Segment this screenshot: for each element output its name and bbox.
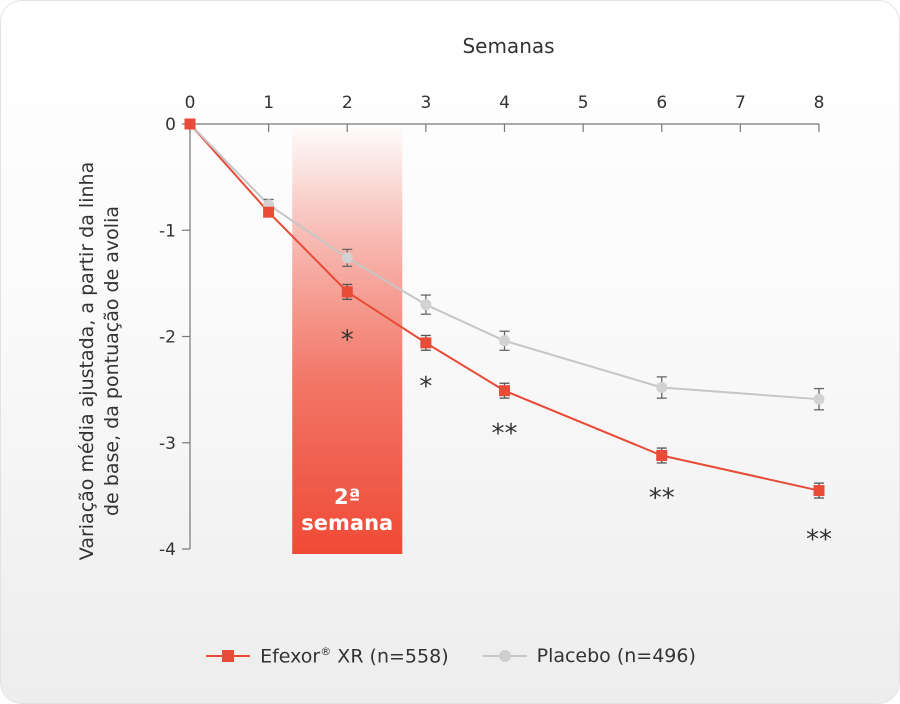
point-s0-p2 [341,286,353,298]
point-s1-p4 [499,335,510,347]
x-tick-label-7: 7 [735,93,746,113]
legend-label-placebo: Placebo (n=496) [536,645,696,667]
y-tick-label--4: -4 [159,540,176,560]
highlight-label-line2: semana [301,511,393,535]
x-tick-label-2: 2 [342,93,353,113]
significance-3: ** [649,484,675,514]
y-axis-label-line1: Variação média ajustada, a partir da lin… [76,162,98,560]
y-tick-label--1: -1 [159,221,176,241]
x-tick-label-1: 1 [263,93,274,113]
significance-0: * [341,325,354,355]
x-tick-label-3: 3 [420,93,431,113]
point-s1-p3 [420,299,432,311]
legend-marker-efexor [206,646,251,666]
y-tick-label--2: -2 [159,328,176,348]
x-tick-label-0: 0 [185,93,196,113]
significance-1: * [419,372,432,402]
highlight-band [292,124,403,554]
point-s0-p4 [499,385,510,397]
point-s0-p3 [420,337,432,349]
y-tick-label-0: 0 [165,115,176,135]
x-tick-label-6: 6 [656,93,667,113]
x-tick-label-8: 8 [814,93,825,113]
point-s0-p0 [184,118,196,130]
x-axis-label: Semanas [462,34,554,58]
y-tick-label--3: -3 [159,434,176,454]
legend-item-placebo: Placebo (n=496) [482,645,696,667]
point-s0-p5 [656,450,668,461]
point-s1-p2 [341,252,353,264]
point-s1-p5 [656,382,668,393]
legend-item-efexor: Efexor® XR (n=558) [206,645,449,667]
significance-2: ** [492,419,518,449]
point-s1-p6 [813,393,825,405]
legend-marker-placebo [482,646,527,666]
legend-label-efexor: Efexor® XR (n=558) [260,644,449,668]
point-s0-p6 [813,485,825,497]
highlight-label-line1: 2ª [334,485,360,509]
x-tick-label-4: 4 [499,93,510,113]
series-line-1 [189,123,820,401]
y-axis-label-line2: de base, da pontuação de avolia [101,206,123,516]
significance-4: ** [806,525,832,555]
x-tick-label-5: 5 [578,93,589,113]
point-s0-p1 [263,206,275,218]
legend: Efexor® XR (n=558) Placebo (n=496) [1,641,899,671]
